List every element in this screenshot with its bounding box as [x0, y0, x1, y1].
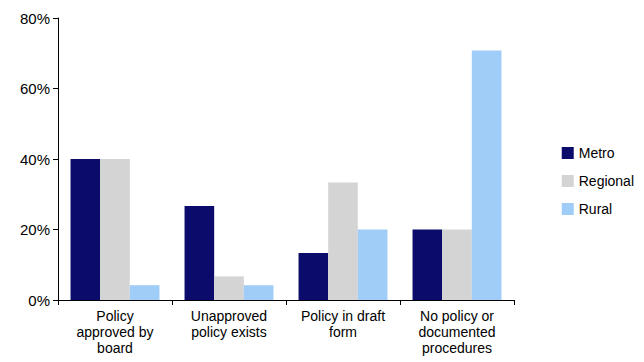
svg-text:80%: 80%: [20, 10, 50, 27]
svg-text:Unapproved: Unapproved: [191, 308, 267, 324]
svg-text:Metro: Metro: [579, 145, 615, 161]
svg-text:form: form: [329, 324, 357, 340]
svg-text:Policy in draft: Policy in draft: [301, 308, 385, 324]
svg-text:20%: 20%: [20, 221, 50, 238]
svg-text:0%: 0%: [28, 292, 50, 309]
svg-text:No policy or: No policy or: [420, 308, 494, 324]
svg-text:60%: 60%: [20, 80, 50, 97]
svg-text:Rural: Rural: [579, 201, 612, 217]
svg-text:policy exists: policy exists: [191, 324, 266, 340]
svg-text:documented: documented: [418, 324, 495, 340]
svg-text:Policy: Policy: [96, 308, 133, 324]
svg-text:procedures: procedures: [422, 340, 492, 356]
svg-text:40%: 40%: [20, 151, 50, 168]
svg-text:approved by: approved by: [76, 324, 153, 340]
svg-text:Regional: Regional: [579, 173, 634, 189]
svg-text:board: board: [97, 340, 133, 356]
